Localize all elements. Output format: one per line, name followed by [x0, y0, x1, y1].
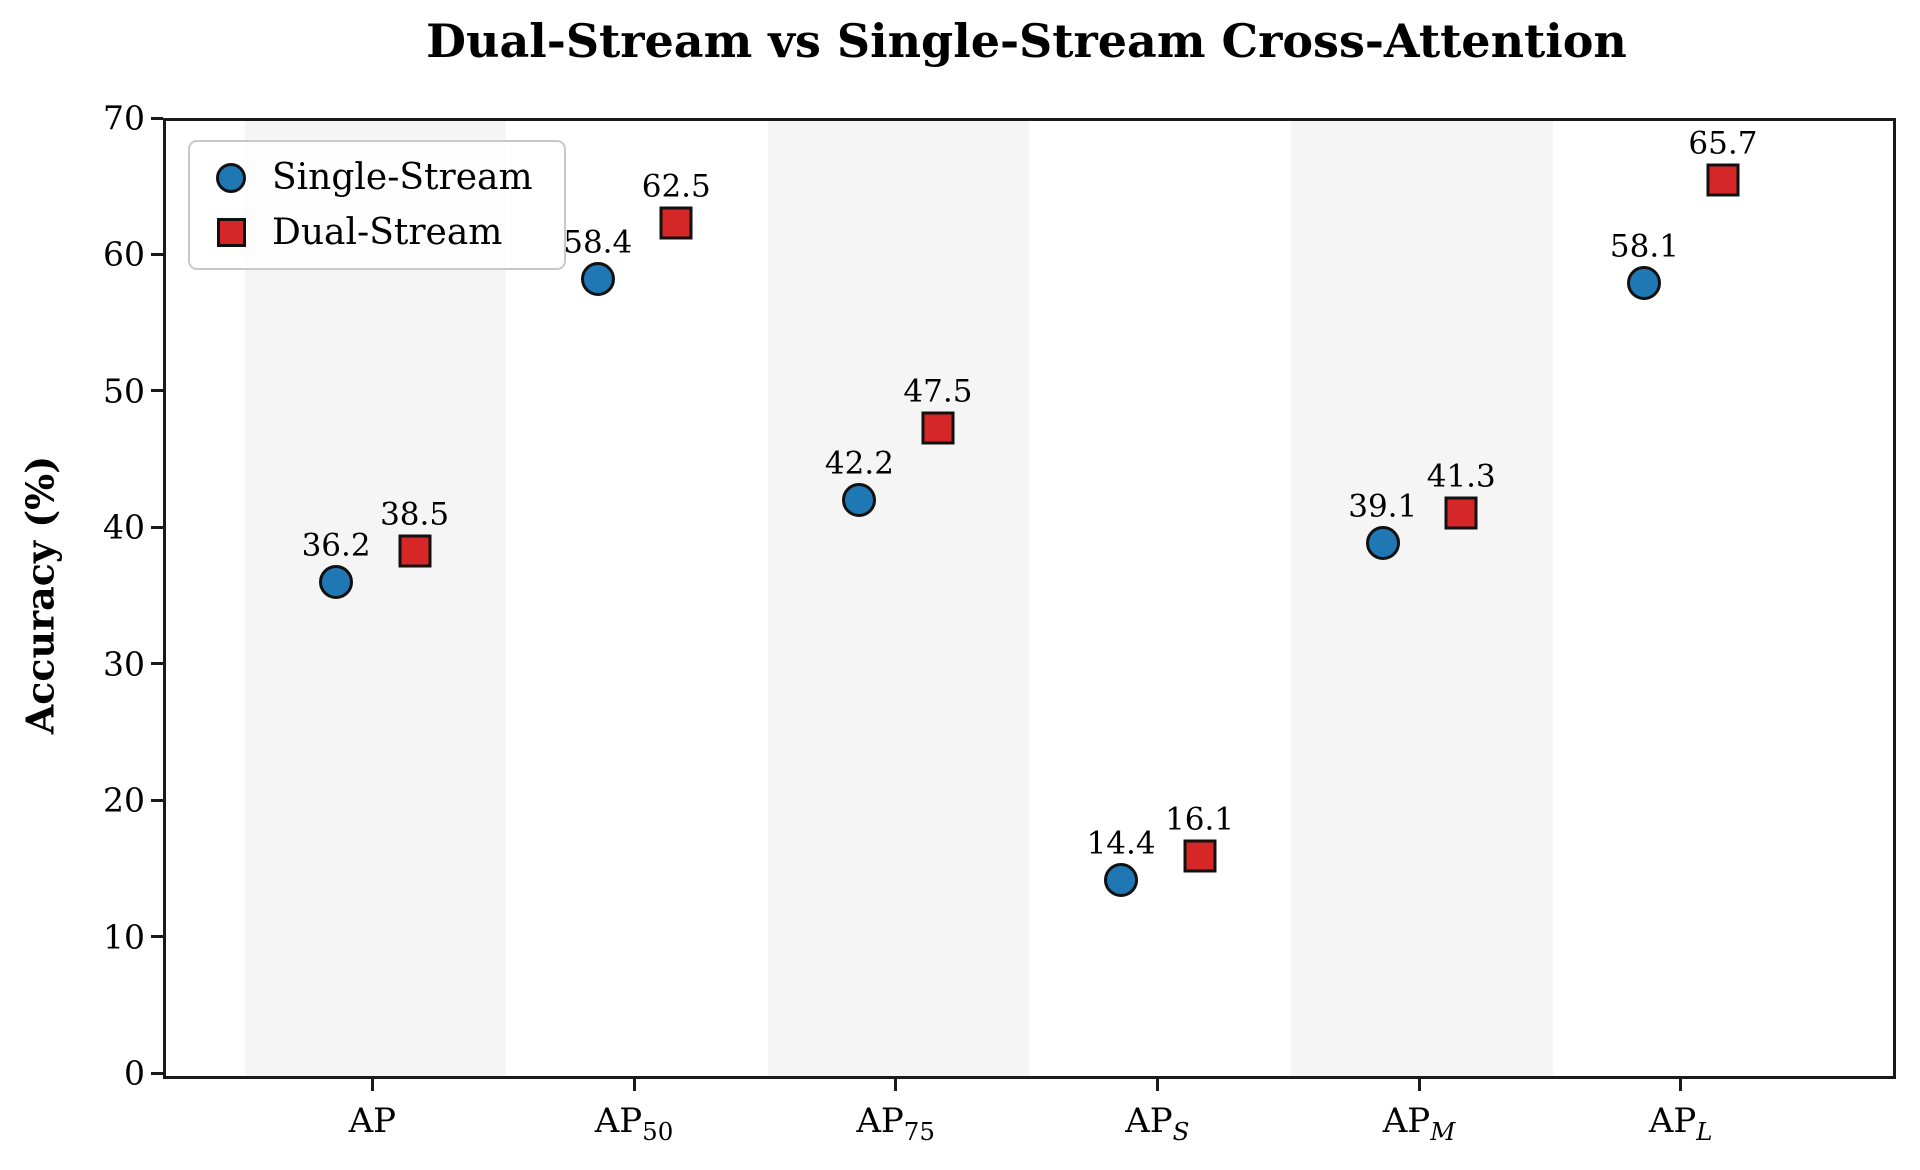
- x-tick-label-ap: AP: [348, 1101, 397, 1141]
- x-tick-mark: [370, 1079, 374, 1091]
- value-label: 41.3: [1426, 458, 1496, 494]
- y-tick-mark: [151, 389, 163, 393]
- data-point-dual-stream-ap: [398, 534, 432, 568]
- legend-item-single-stream: Single-Stream: [190, 156, 564, 198]
- data-point-single-stream-ap50: [580, 262, 615, 297]
- data-point-single-stream-aps: [1104, 862, 1139, 897]
- legend-item-dual-stream: Dual-Stream: [190, 211, 564, 253]
- y-tick-label: 30: [103, 644, 145, 684]
- chart-title: Dual-Stream vs Single-Stream Cross-Atten…: [426, 14, 1627, 68]
- legend: Single-Stream Dual-Stream: [188, 140, 566, 270]
- single-stream-circle-icon: [214, 162, 248, 193]
- data-point-single-stream-ap: [319, 565, 354, 600]
- shaded-band: [767, 121, 1030, 1076]
- y-tick-label: 60: [103, 234, 145, 274]
- data-point-dual-stream-ap75: [921, 411, 955, 445]
- y-tick-label: 70: [103, 98, 145, 138]
- data-point-dual-stream-apm: [1444, 496, 1478, 530]
- y-tick-label: 0: [124, 1053, 145, 1093]
- y-axis-label: Accuracy (%): [17, 455, 63, 735]
- x-tick-mark: [632, 1079, 636, 1091]
- y-tick-mark: [151, 662, 163, 666]
- x-tick-label-aps: APS: [1125, 1101, 1190, 1146]
- data-point-single-stream-ap75: [842, 483, 877, 518]
- data-point-single-stream-apm: [1365, 525, 1400, 560]
- y-tick-mark: [151, 935, 163, 939]
- x-tick-mark: [1155, 1079, 1159, 1091]
- legend-label-dual-stream: Dual-Stream: [272, 211, 503, 253]
- data-point-dual-stream-ap50: [659, 206, 693, 240]
- value-label: 14.4: [1086, 824, 1156, 861]
- y-tick-mark: [151, 1071, 163, 1075]
- x-tick-label-apl: APL: [1648, 1101, 1713, 1146]
- value-label: 36.2: [301, 527, 371, 564]
- x-tick-mark: [894, 1079, 898, 1091]
- value-label: 42.2: [824, 445, 894, 482]
- x-tick-mark: [1679, 1079, 1683, 1091]
- y-tick-label: 50: [103, 371, 145, 411]
- data-point-dual-stream-apl: [1706, 163, 1740, 197]
- value-label: 16.1: [1165, 801, 1235, 838]
- value-label: 62.5: [641, 168, 711, 205]
- x-tick-label-apm: APM: [1382, 1101, 1456, 1146]
- x-tick-label-ap50: AP50: [594, 1101, 674, 1146]
- value-label: 65.7: [1688, 125, 1758, 162]
- value-label: 47.5: [903, 373, 973, 410]
- y-tick-mark: [151, 798, 163, 802]
- value-label: 58.4: [563, 224, 633, 261]
- y-tick-label: 20: [103, 780, 145, 820]
- shaded-band: [1291, 121, 1553, 1076]
- data-point-dual-stream-aps: [1183, 839, 1217, 873]
- x-tick-label-ap75: AP75: [856, 1101, 935, 1146]
- value-label: 58.1: [1609, 228, 1679, 265]
- value-label: 39.1: [1348, 488, 1418, 525]
- y-tick-mark: [151, 252, 163, 256]
- y-tick-mark: [151, 116, 163, 120]
- y-tick-label: 10: [103, 917, 145, 957]
- shaded-band: [244, 121, 507, 1076]
- data-point-single-stream-apl: [1627, 266, 1662, 301]
- value-label: 38.5: [380, 496, 450, 533]
- plot-area: 36.2 58.4 42.2 14.4 39.1 58.1 38.5 62.5 47.5 16.1…: [163, 118, 1896, 1079]
- y-tick-label: 40: [103, 507, 145, 547]
- legend-label-single-stream: Single-Stream: [272, 156, 533, 198]
- dual-stream-square-icon: [214, 218, 248, 247]
- x-tick-mark: [1417, 1079, 1421, 1091]
- y-tick-mark: [151, 525, 163, 529]
